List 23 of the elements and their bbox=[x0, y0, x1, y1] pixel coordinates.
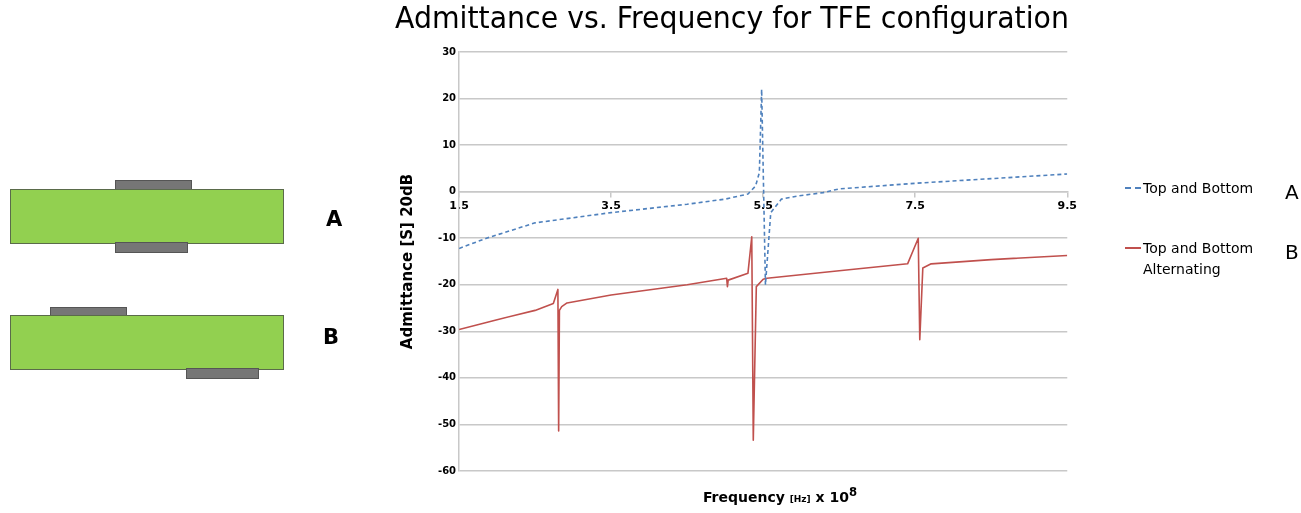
text: A bbox=[326, 207, 343, 231]
y-axis-title: Admittance [S] 20dB bbox=[397, 173, 416, 350]
chart-title: Admittance vs. Frequency for TFE configuration bbox=[395, 0, 1069, 35]
x-tick-label: 3.5 bbox=[601, 199, 621, 213]
text: B bbox=[1285, 240, 1299, 264]
y-tick-label: -50 bbox=[437, 418, 457, 430]
legend-label: Top and Bottom bbox=[1143, 179, 1255, 198]
y-tick-label: -10 bbox=[437, 231, 457, 243]
y-tick-label: -20 bbox=[437, 278, 457, 290]
x-tick-label: 1.5 bbox=[449, 199, 469, 213]
y-tick-label: -40 bbox=[437, 371, 457, 383]
legend-label: Top and Bottom Alternating bbox=[1143, 239, 1255, 279]
x-tick-label: 5.5 bbox=[753, 199, 773, 213]
y-tick-label: -30 bbox=[437, 324, 457, 336]
y-tick-label: 10 bbox=[442, 138, 457, 150]
y-tick-label: 20 bbox=[442, 92, 457, 104]
x-tick-label: 7.5 bbox=[905, 199, 925, 213]
y-tick-label: 0 bbox=[449, 185, 457, 197]
x-tick-label: 9.5 bbox=[1057, 199, 1078, 213]
y-tick-label: 30 bbox=[442, 45, 457, 57]
y-tick-label: -60 bbox=[437, 464, 457, 476]
text: B bbox=[323, 325, 340, 349]
text: A bbox=[1285, 180, 1299, 204]
